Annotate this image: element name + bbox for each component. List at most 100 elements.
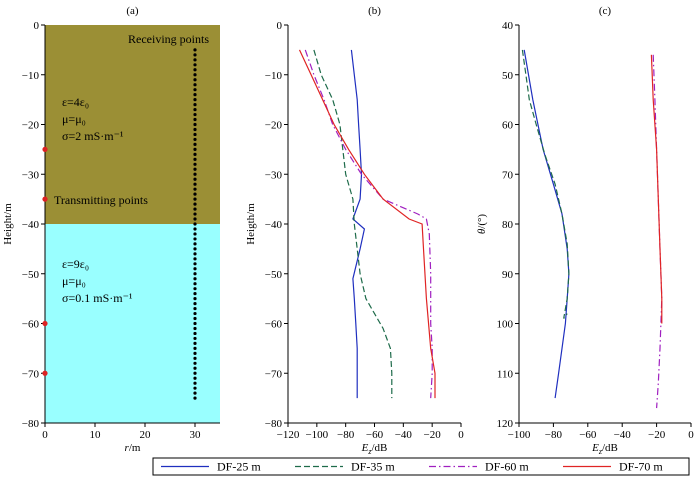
- legend-label: DF-35 m: [351, 460, 395, 474]
- y-tick-label: −20: [265, 120, 283, 132]
- y-tick-label: −50: [265, 269, 283, 281]
- x-tick-label: 0: [42, 429, 48, 441]
- receiving-point: [193, 361, 197, 365]
- receiving-point: [193, 107, 197, 112]
- x-tick-label: −100: [305, 429, 328, 441]
- x-tick-label: 0: [458, 429, 464, 441]
- receiving-point: [193, 68, 197, 72]
- receiving-point: [193, 356, 197, 360]
- receiving-point: [193, 152, 197, 156]
- receiving-label: Receiving points: [128, 32, 209, 46]
- y-axis-label: θ/(°): [476, 214, 488, 235]
- receiving-point: [193, 162, 197, 166]
- receiving-point: [193, 237, 197, 241]
- y-tick-label: −40: [265, 219, 283, 231]
- lower-layer: [45, 224, 220, 423]
- receiving-point: [193, 292, 197, 296]
- transmitting-point: [42, 370, 48, 376]
- upper-layer: [45, 25, 220, 224]
- layer-param-text: ε=9ε₀: [62, 257, 89, 271]
- y-tick-label: 110: [497, 368, 514, 380]
- receiving-point: [193, 306, 197, 311]
- receiving-point: [193, 222, 197, 226]
- x-tick-label: −20: [648, 429, 666, 441]
- series-line-df-60m: [652, 54, 663, 409]
- receiving-point: [193, 187, 197, 191]
- receiving-point: [193, 351, 197, 355]
- receiving-point: [193, 371, 197, 375]
- receiving-point: [193, 117, 197, 122]
- receiving-point: [193, 272, 197, 276]
- y-axis-label: Heigth/m: [245, 203, 257, 245]
- layer-param-text: μ=μ₀: [62, 274, 86, 288]
- layer-param-text: σ=0.1 mS·m⁻¹: [62, 291, 133, 305]
- receiving-point: [193, 321, 197, 326]
- y-tick-label: −70: [22, 368, 40, 380]
- panel-label: (c): [599, 5, 612, 17]
- x-tick-label: 30: [190, 429, 202, 441]
- receiving-point: [193, 127, 197, 132]
- y-tick-label: 50: [502, 70, 514, 82]
- y-tick-label: 60: [502, 120, 514, 132]
- receiving-point: [193, 93, 197, 97]
- receiving-point: [193, 78, 197, 82]
- receiving-point: [193, 326, 197, 331]
- receiving-point: [193, 262, 197, 266]
- receiving-point: [193, 172, 197, 176]
- series-line-df-70m: [650, 54, 663, 324]
- receiving-point: [193, 381, 197, 385]
- panel-a: [41, 24, 220, 427]
- receiving-point: [193, 366, 197, 370]
- receiving-point: [193, 242, 197, 246]
- y-tick-label: −60: [265, 319, 283, 331]
- receiving-point: [193, 257, 197, 261]
- x-tick-label: 10: [90, 429, 102, 441]
- transmitting-point: [42, 196, 48, 202]
- y-tick-label: 70: [502, 169, 514, 181]
- receiving-point: [193, 98, 197, 102]
- receiving-point: [193, 302, 197, 306]
- y-tick-label: 0: [34, 20, 40, 32]
- transmitting-point: [42, 320, 48, 327]
- y-tick-label: 0: [277, 20, 283, 32]
- legend-label: DF-60 m: [485, 460, 529, 474]
- receiving-point: [193, 346, 197, 350]
- x-tick-label: −40: [395, 429, 413, 441]
- receiving-point: [193, 376, 197, 380]
- receiving-point: [193, 277, 197, 281]
- x-tick-label: −120: [277, 429, 300, 441]
- x-axis-label: r/m: [125, 442, 141, 454]
- receiving-point: [193, 103, 197, 107]
- legend: [152, 457, 690, 476]
- receiving-point: [193, 391, 197, 395]
- receiving-point: [193, 83, 197, 87]
- receiving-point: [193, 336, 197, 341]
- y-tick-label: −80: [22, 418, 40, 430]
- y-tick-label: −30: [265, 169, 283, 181]
- y-tick-label: −60: [22, 319, 40, 331]
- x-tick-label: −40: [614, 429, 632, 441]
- series-line-df-25m: [350, 49, 366, 399]
- y-tick-label: −40: [22, 219, 40, 231]
- panel-label: (b): [368, 5, 381, 17]
- receiving-point: [193, 252, 197, 256]
- receiving-point: [193, 311, 197, 316]
- receiving-point: [193, 147, 197, 151]
- receiving-point: [193, 192, 197, 196]
- y-tick-label: 90: [502, 269, 514, 281]
- receiving-point: [193, 267, 197, 271]
- receiving-point: [193, 73, 197, 77]
- series-line-df-35m: [313, 49, 393, 399]
- x-tick-label: −60: [579, 429, 597, 441]
- receiving-point: [193, 63, 197, 67]
- layer-param-text: μ=μ₀: [62, 112, 86, 126]
- y-tick-label: −10: [22, 70, 40, 82]
- legend-label: DF-25 m: [217, 460, 261, 474]
- receiving-point: [193, 112, 197, 117]
- receiving-point: [193, 88, 197, 92]
- x-tick-label: −80: [337, 429, 355, 441]
- legend-box: [152, 457, 690, 476]
- receiving-point: [193, 182, 197, 186]
- receiving-point: [193, 386, 197, 390]
- receiving-point: [193, 212, 197, 216]
